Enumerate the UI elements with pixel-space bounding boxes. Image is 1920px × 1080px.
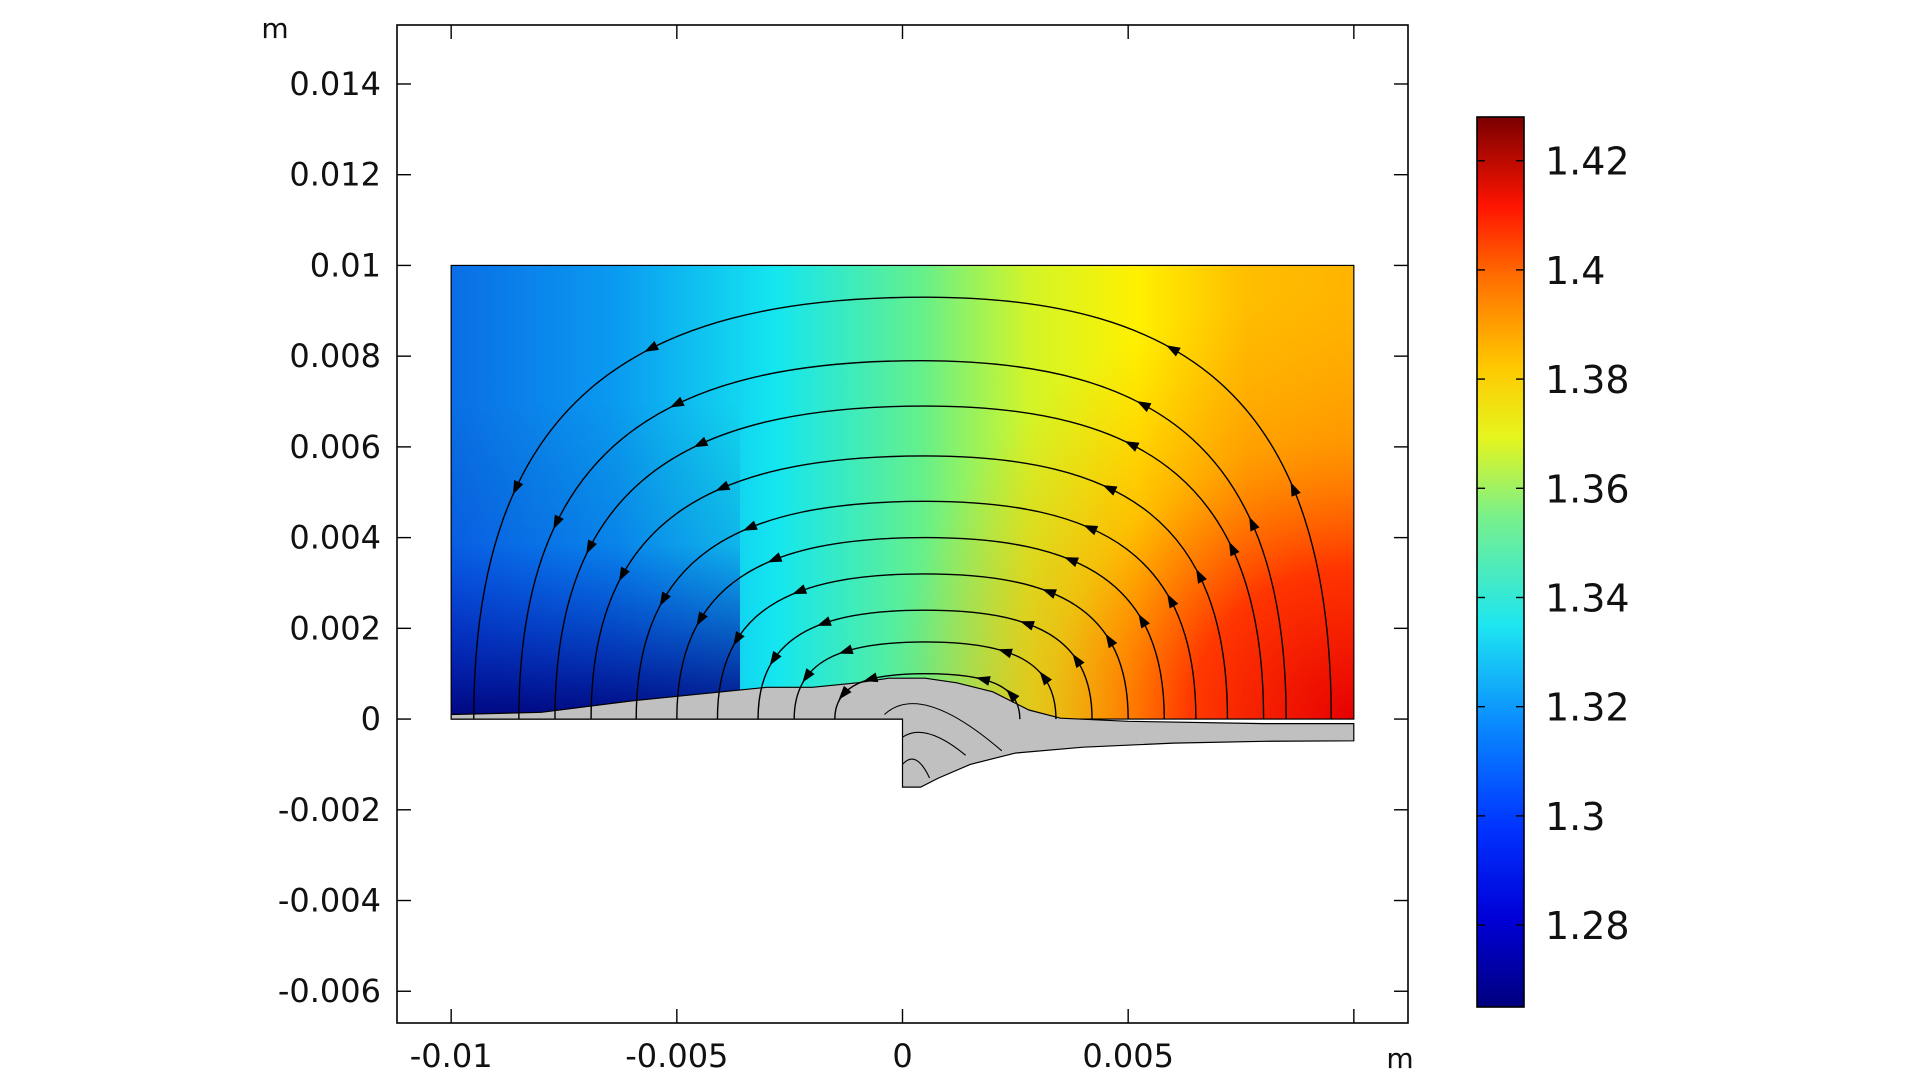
colorbar-tick-label: 1.36 xyxy=(1545,467,1630,511)
x-tick-label: -0.005 xyxy=(625,1037,728,1075)
streamline-arrow xyxy=(1064,557,1079,567)
y-tick-label: -0.002 xyxy=(278,791,381,829)
colorbar-tick-label: 1.32 xyxy=(1545,686,1630,730)
colorbar-tick-label: 1.42 xyxy=(1545,140,1630,184)
streamline-arrow xyxy=(769,650,782,666)
streamline xyxy=(518,359,1287,720)
streamline-arrow xyxy=(1167,593,1179,609)
colorbar-tick-label: 1.38 xyxy=(1545,358,1630,402)
y-tick-label: 0.014 xyxy=(289,65,381,103)
streamline-arrow xyxy=(696,611,708,626)
streamline-arrow xyxy=(669,396,685,408)
streamline-arrow xyxy=(767,552,783,563)
streamline-arrow xyxy=(1019,621,1035,631)
colorbar-tick-label: 1.34 xyxy=(1545,576,1630,620)
streamline-arrow xyxy=(998,648,1013,659)
streamline-arrow xyxy=(1228,541,1240,557)
y-tick-label: -0.004 xyxy=(278,882,381,920)
streamline-layer xyxy=(473,296,1332,779)
streamline-arrow xyxy=(1102,485,1118,496)
streamline-arrow xyxy=(1196,568,1207,584)
inner-arc xyxy=(884,703,1003,752)
streamline-arrow xyxy=(1039,671,1053,686)
streamline-arrow xyxy=(863,672,879,683)
x-tick-label: 0.005 xyxy=(1082,1037,1174,1075)
colorbar-tick-label: 1.28 xyxy=(1545,904,1630,948)
heatmap-low-region xyxy=(451,401,741,720)
colorbar-tick-label: 1.3 xyxy=(1545,795,1605,839)
streamline-arrow xyxy=(975,676,991,686)
y-unit-label: m xyxy=(261,12,288,45)
streamline-arrow xyxy=(816,616,832,626)
streamline-arrow xyxy=(733,631,745,646)
axis-layer: -0.01 -0.005 0 0.005 0.014 0.012 0.01 0.008 0.00… xyxy=(261,12,1413,1075)
streamline-arrow xyxy=(693,436,709,448)
y-tick-label: 0.01 xyxy=(310,246,381,284)
streamline xyxy=(473,296,1332,720)
streamline-arrow xyxy=(792,584,808,595)
y-tick-label: 0.002 xyxy=(289,609,381,647)
streamline-arrow xyxy=(659,591,671,607)
y-tick-label: 0.004 xyxy=(289,519,381,557)
streamline-arrow xyxy=(644,341,660,352)
x-tick-label: 0 xyxy=(892,1037,912,1075)
inner-arc xyxy=(902,731,967,756)
heatmap-field xyxy=(451,265,1354,720)
y-tick-label: 0.008 xyxy=(289,337,381,375)
colorbar-tick-label: 1.4 xyxy=(1545,249,1605,293)
streamline-arrow xyxy=(1083,525,1099,536)
streamline-arrow xyxy=(1072,653,1085,669)
field-layer xyxy=(450,264,1355,720)
streamline-arrow xyxy=(802,668,815,683)
streamline-arrow xyxy=(1166,345,1181,357)
streamline-arrow xyxy=(1136,401,1152,413)
streamline-arrow xyxy=(512,479,524,495)
colorbar: 1.42 1.4 1.38 1.36 1.34 1.32 1.3 1.28 xyxy=(1476,116,1630,1008)
y-tick-label: -0.006 xyxy=(278,972,381,1010)
colorbar-gradient xyxy=(1476,116,1525,1008)
inner-arc xyxy=(902,758,931,779)
streamline-arrow xyxy=(1138,613,1150,629)
y-tick-label: 0.006 xyxy=(289,428,381,466)
streamline-arrow xyxy=(1006,689,1020,703)
streamline-arrow xyxy=(1105,633,1118,649)
y-tick-label: 0.012 xyxy=(289,156,381,194)
streamline-arrow xyxy=(1290,481,1301,497)
streamline-arrow xyxy=(618,566,630,582)
heatmap-high-region xyxy=(857,265,1354,720)
streamline-arrow xyxy=(715,480,731,491)
y-tick-label: 0 xyxy=(361,700,381,738)
streamline-arrow xyxy=(553,514,564,530)
streamline-arrow xyxy=(838,644,854,654)
streamline-arrow xyxy=(1124,441,1140,452)
x-tick-label: -0.01 xyxy=(410,1037,493,1075)
streamline-arrow xyxy=(838,685,852,700)
streamline-arrow xyxy=(742,520,758,531)
streamline-arrow xyxy=(586,539,598,555)
streamline-arrow xyxy=(1042,589,1057,599)
x-unit-label: m xyxy=(1386,1042,1413,1075)
streamline-arrow xyxy=(1249,516,1260,532)
